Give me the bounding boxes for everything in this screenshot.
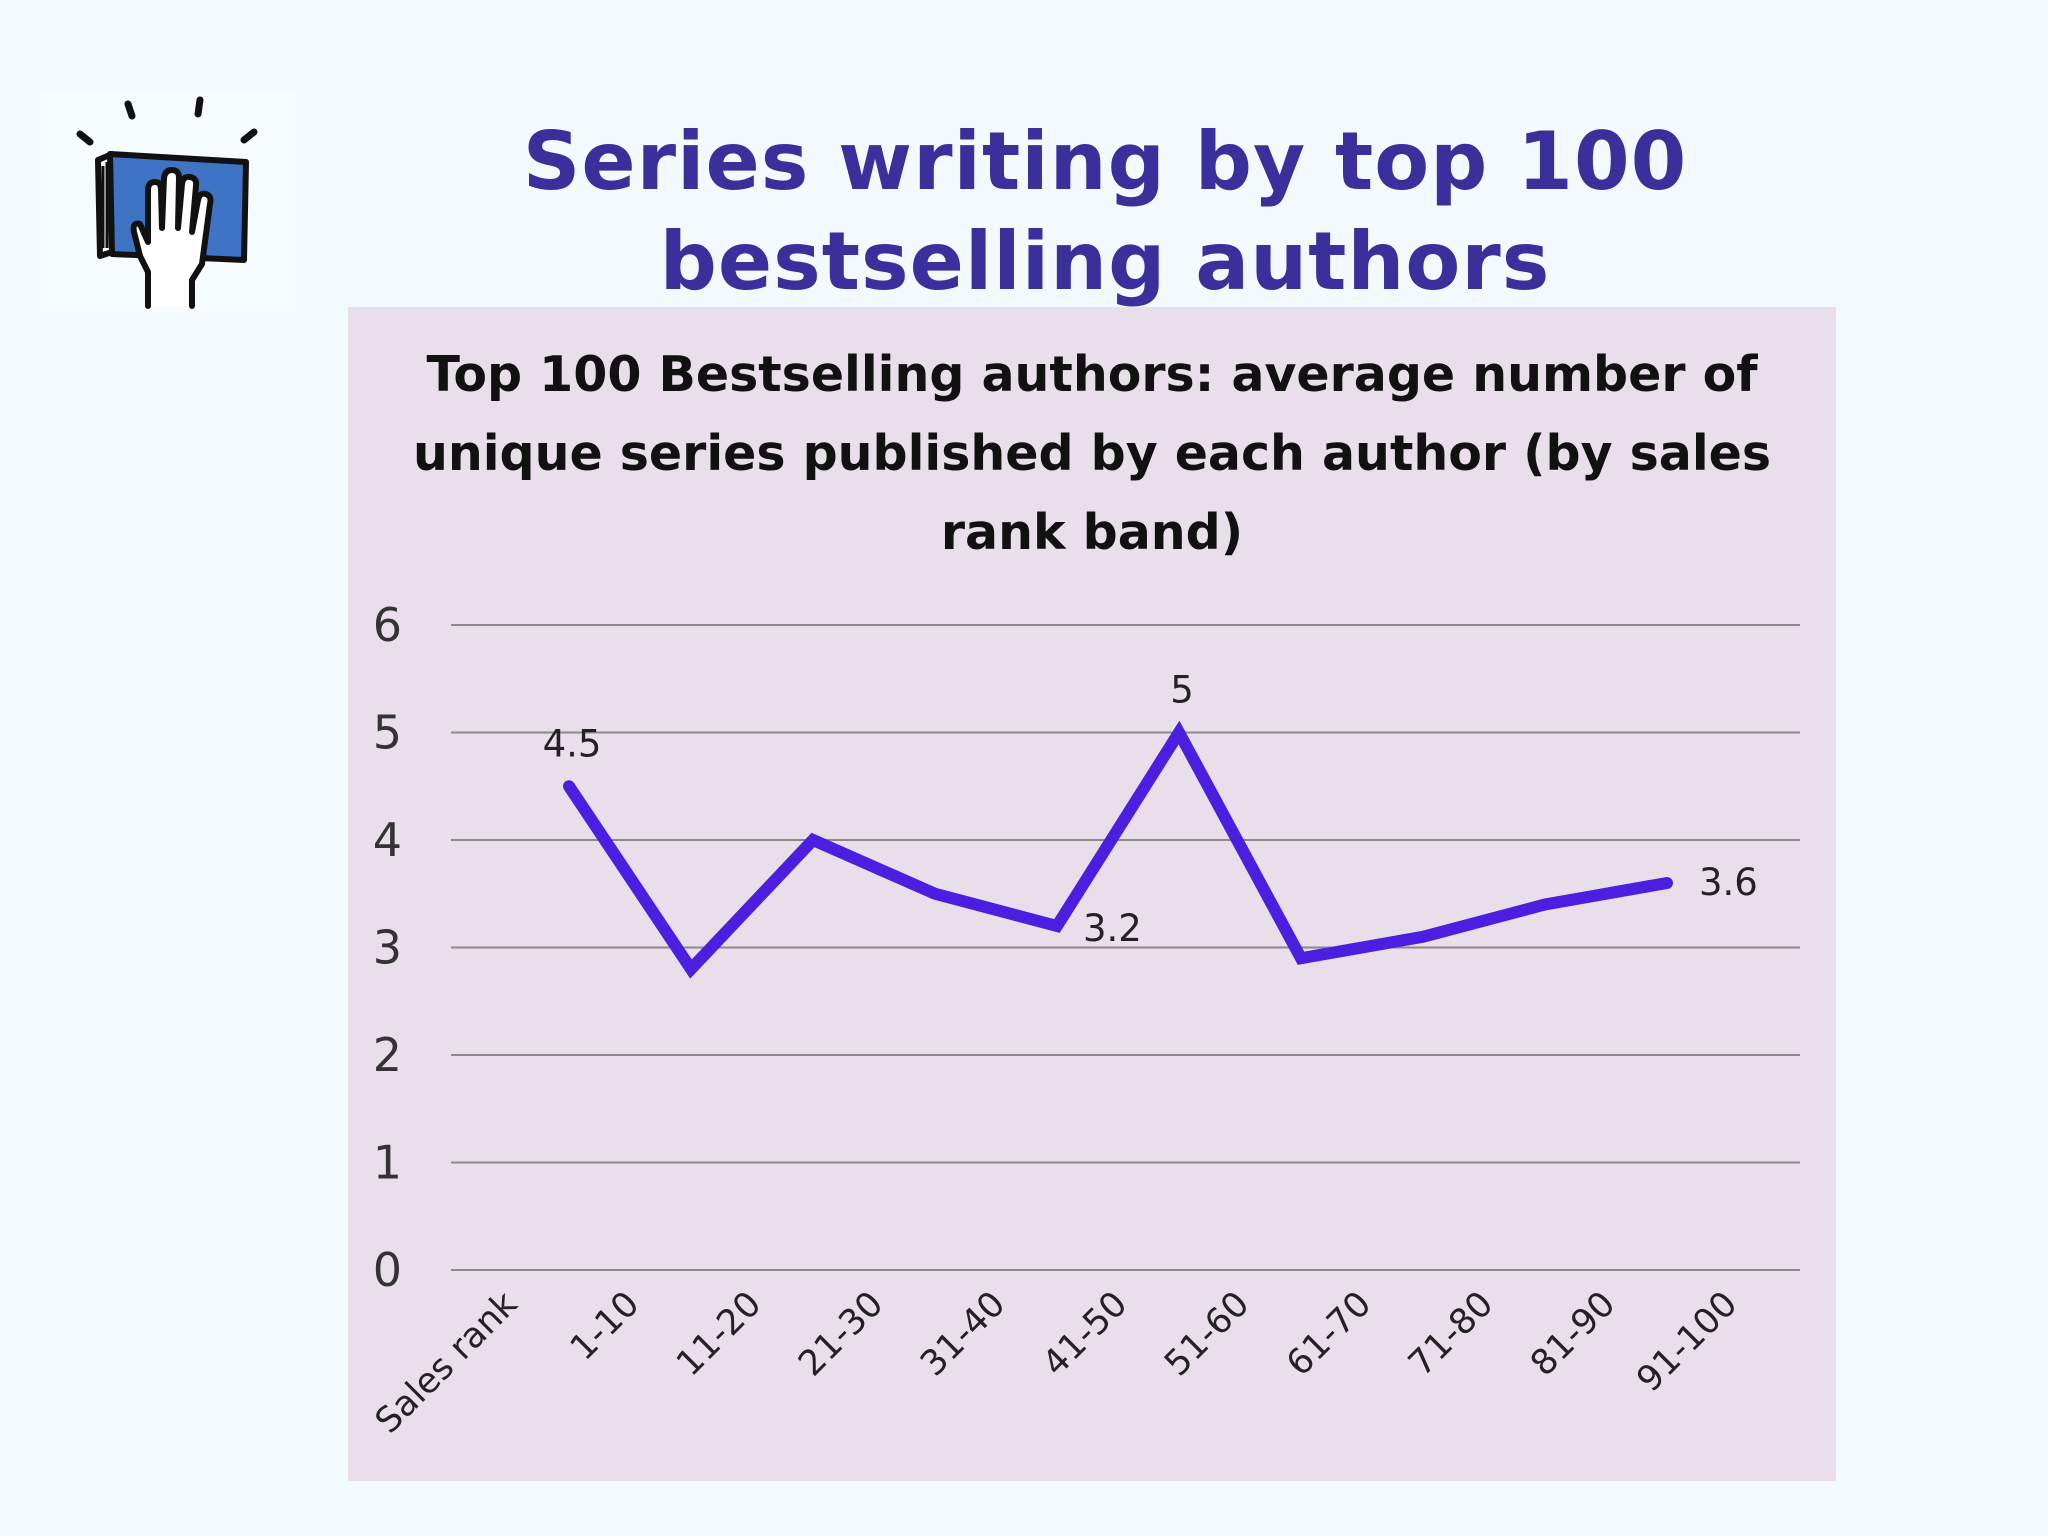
data-point (808, 835, 818, 845)
slide-title: Series writing by top 100 bestselling au… (522, 115, 1688, 308)
grid-lines (451, 624, 1800, 1271)
y-tick-label: 4 (373, 813, 402, 867)
x-tick-label: 41-50 (1035, 1284, 1135, 1384)
data-label: 5 (1170, 669, 1194, 712)
data-point (564, 781, 574, 792)
data-labels: 4.5 3.2 5 3.6 (543, 669, 1758, 951)
book-hand-icon (76, 96, 258, 309)
x-tick-label: 51-60 (1157, 1284, 1257, 1384)
series-line (563, 720, 1673, 979)
x-tick-label: 71-80 (1401, 1284, 1501, 1384)
data-point (1540, 899, 1550, 910)
data-point (686, 964, 696, 974)
series-line-layer (563, 720, 1673, 979)
x-tick-label: 1-10 (563, 1284, 647, 1368)
x-tick-label: Sales rank (368, 1284, 526, 1442)
x-tick-label: 61-70 (1279, 1284, 1379, 1384)
y-tick-label: 6 (373, 598, 402, 652)
x-tick-label: 11-20 (669, 1284, 769, 1384)
x-tick-label: 21-30 (791, 1284, 891, 1384)
data-point (1174, 727, 1184, 738)
y-tick-label: 5 (373, 706, 402, 760)
data-point (1296, 953, 1306, 964)
x-tick-label: 31-40 (913, 1284, 1013, 1384)
data-point (1662, 878, 1672, 888)
x-tick-label: 91-100 (1629, 1284, 1745, 1400)
y-tick-label: 0 (373, 1243, 402, 1297)
data-point (930, 888, 940, 899)
y-tick-label: 1 (373, 1136, 402, 1190)
y-tick-label: 3 (373, 921, 402, 975)
data-label: 3.6 (1699, 861, 1758, 904)
chart-title: Top 100 Bestselling authors: average num… (412, 346, 1772, 561)
data-label: 4.5 (543, 722, 602, 765)
x-tick-label: 81-90 (1523, 1284, 1623, 1384)
logo (40, 92, 296, 312)
x-axis-ticks: Sales rank 1-10 11-20 21-30 31-40 41-50 51-60 6… (368, 1284, 1745, 1442)
y-axis-ticks: 0 1 2 3 4 5 6 (373, 598, 402, 1297)
y-tick-label: 2 (373, 1028, 402, 1082)
data-point (1052, 921, 1062, 931)
data-point (1418, 931, 1428, 942)
data-label: 3.2 (1083, 907, 1142, 950)
